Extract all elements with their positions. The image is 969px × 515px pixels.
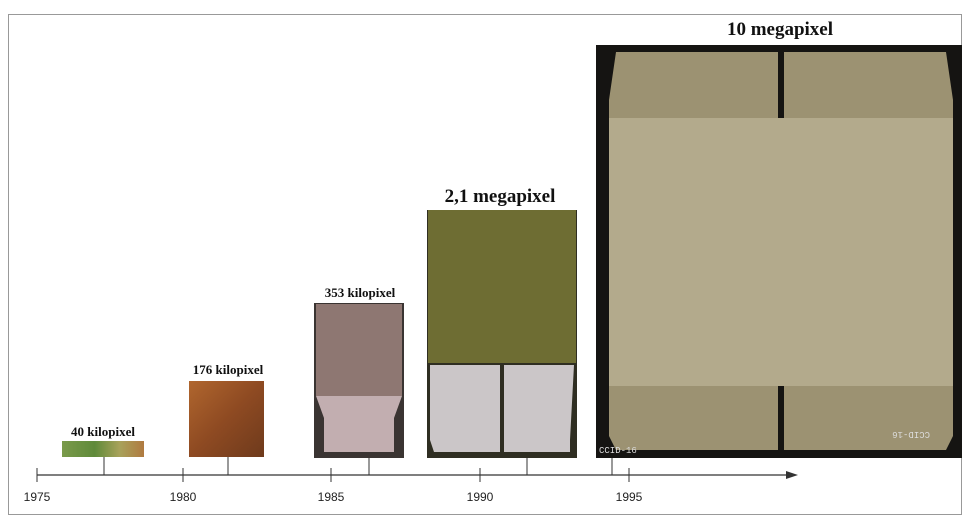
chip-label: 2,1 megapixel: [445, 186, 556, 207]
chip-area: [784, 52, 953, 118]
tick-label: 1995: [616, 490, 643, 504]
tick-label: 1980: [170, 490, 197, 504]
chip-area: [784, 386, 953, 450]
chip-area: [504, 365, 574, 452]
chip-label: 176 kilopixel: [193, 362, 264, 377]
chip-image: [314, 303, 404, 458]
chip-image: [62, 441, 144, 457]
chip-area: [609, 386, 778, 450]
chip-area: [430, 365, 500, 452]
chip-area: [316, 304, 402, 396]
chip-area: [316, 396, 402, 452]
timeline: 1975 1980 1985 1990 1995: [24, 457, 798, 504]
axis-arrow: [786, 471, 798, 479]
chip-marking: CCID-16: [892, 429, 930, 439]
chip-label: 40 kilopixel: [71, 424, 135, 439]
chip-marking: CCID-16: [599, 446, 637, 456]
chip-label: 10 megapixel: [727, 19, 833, 40]
chip-area: [609, 52, 778, 118]
chip-label: 353 kilopixel: [325, 285, 396, 300]
tick-label: 1985: [318, 490, 345, 504]
chip-image: [427, 210, 577, 458]
diagram: 1975 1980 1985 1990 1995 40 kilopixel 17…: [0, 0, 969, 515]
chip-area: [609, 118, 953, 386]
tick-label: 1975: [24, 490, 51, 504]
tick-label: 1990: [467, 490, 494, 504]
chip-image: [189, 381, 264, 457]
chip-area: [428, 210, 576, 363]
chip-image: CCID-16 CCID-16: [596, 45, 962, 458]
